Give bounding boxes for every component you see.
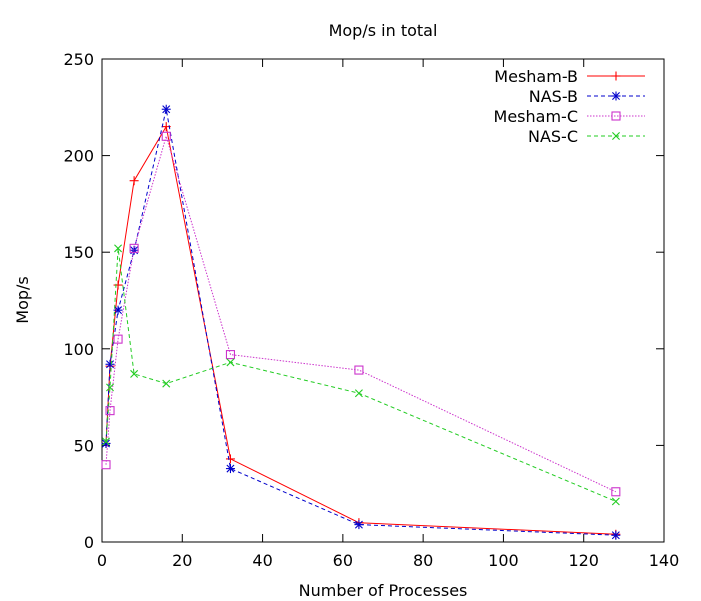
x-tick-label: 40 — [252, 551, 272, 570]
x-tick-label: 120 — [568, 551, 599, 570]
y-tick-label: 200 — [63, 147, 94, 166]
series-line — [105, 125, 616, 535]
series-mesham-b — [101, 122, 621, 539]
data-point — [106, 383, 115, 392]
x-tick-label: 80 — [413, 551, 433, 570]
data-point — [162, 379, 171, 388]
data-point — [114, 244, 123, 253]
data-point — [101, 460, 111, 470]
data-point — [611, 530, 621, 540]
y-tick-label: 0 — [84, 533, 94, 552]
data-point — [113, 305, 123, 315]
data-point — [225, 464, 235, 474]
data-point — [130, 369, 139, 378]
data-point — [354, 520, 364, 530]
data-point — [226, 358, 235, 367]
series-nas-c — [102, 244, 620, 506]
legend-label: Mesham-C — [494, 107, 578, 126]
legend-marker — [611, 111, 621, 121]
y-tick-label: 150 — [63, 243, 94, 262]
x-tick-label: 140 — [649, 551, 680, 570]
legend-marker — [611, 71, 621, 81]
data-point — [113, 334, 123, 344]
data-point — [105, 406, 115, 416]
x-axis-label: Number of Processes — [299, 581, 468, 600]
data-point — [129, 176, 139, 186]
data-point — [129, 243, 139, 253]
legend-label: Mesham-B — [494, 67, 578, 86]
data-point — [102, 437, 111, 446]
series-layer — [101, 104, 621, 540]
data-point — [161, 131, 171, 141]
x-tick-label: 100 — [488, 551, 519, 570]
legend-label: NAS-B — [529, 87, 578, 106]
legend-label: NAS-C — [528, 127, 578, 146]
x-tick-label: 0 — [97, 551, 107, 570]
series-line — [105, 109, 616, 536]
data-point — [611, 497, 620, 506]
legend-marker — [612, 132, 620, 140]
series-line — [105, 134, 617, 493]
y-tick-label: 250 — [63, 50, 94, 69]
y-tick-label: 100 — [63, 340, 94, 359]
data-point — [225, 350, 236, 360]
data-point — [611, 487, 621, 497]
legend-marker — [611, 91, 621, 101]
series-mesham-c — [101, 131, 621, 497]
y-axis-label: Mop/s — [13, 276, 32, 323]
series-nas-b — [101, 104, 621, 540]
x-tick-label: 60 — [333, 551, 353, 570]
data-point — [225, 454, 235, 464]
chart-title: Mop/s in total — [329, 21, 438, 40]
axis-ticks: 0 20 40 60 80 100 120 140 0 50 100 150 200 250 — [63, 50, 679, 570]
data-point — [354, 365, 364, 375]
data-point — [113, 280, 123, 290]
data-point — [161, 104, 171, 114]
y-tick-label: 50 — [74, 436, 94, 455]
series-line — [105, 248, 616, 502]
data-point — [105, 359, 115, 369]
plot-frame — [101, 58, 665, 543]
x-tick-label: 20 — [172, 551, 192, 570]
data-point — [354, 389, 363, 398]
